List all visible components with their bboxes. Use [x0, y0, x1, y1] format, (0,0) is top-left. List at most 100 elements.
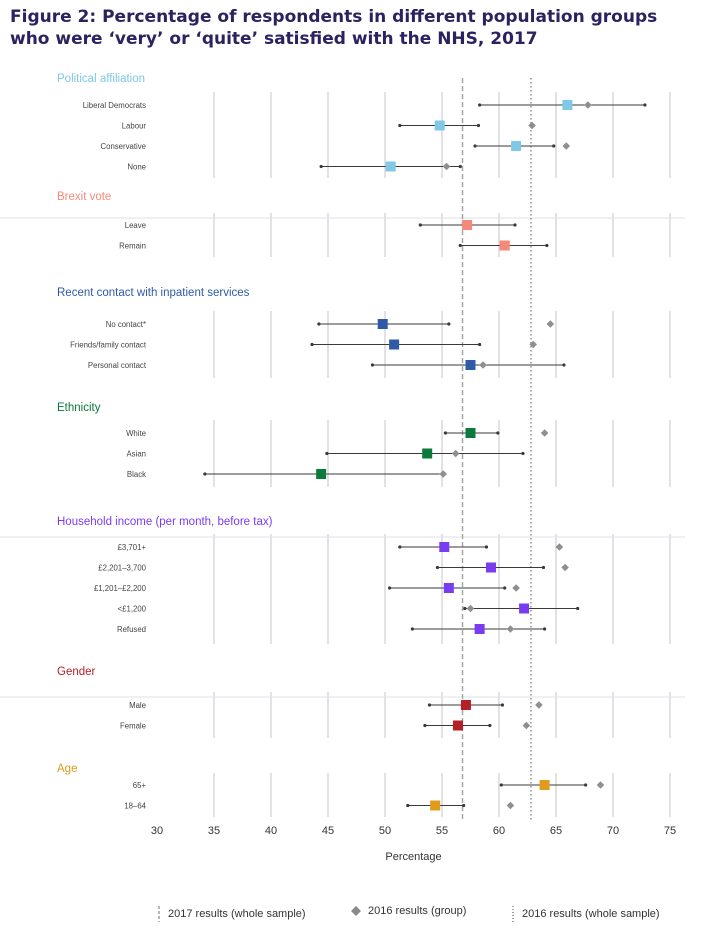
ci-end-high: [476, 123, 481, 128]
square-2017: [385, 161, 396, 172]
label-layer: Political affiliation Liberal Democrats La…: [57, 73, 676, 863]
ci-end-high: [496, 431, 500, 435]
square-2017: [465, 360, 476, 370]
ci-end-high: [584, 783, 588, 787]
ci-end-low: [325, 451, 329, 456]
ci-end-low: [427, 703, 432, 707]
row-label: Black: [127, 470, 146, 479]
group-header-gender: Gender: [57, 666, 96, 678]
row-label: None: [127, 163, 146, 172]
grid-layer: [0, 92, 685, 817]
ci-end-low: [398, 545, 402, 549]
ci-end-low: [398, 123, 402, 128]
square-2017: [452, 720, 463, 731]
square-2017: [434, 120, 445, 131]
square-2017: [439, 542, 450, 552]
square-2017: [499, 240, 510, 251]
diamond-2016: [506, 801, 515, 810]
row-label: Liberal Democrats: [83, 101, 146, 110]
row-label: Friends/family contact: [70, 341, 147, 350]
x-axis-label: Percentage: [385, 851, 441, 863]
group-header-ethnicity: Ethnicity: [57, 402, 101, 414]
diamond-2016: [439, 470, 447, 478]
ci-end-high: [545, 243, 549, 248]
diamond-2016: [466, 604, 475, 613]
ci-end-high: [458, 164, 462, 169]
square-2017: [460, 700, 471, 710]
group-header-household-income-per-month-before-tax: Household income (per month, before tax): [57, 516, 273, 528]
diamond-2016: [529, 340, 537, 349]
x-tick-label: 75: [664, 825, 676, 837]
square-2017: [389, 339, 400, 350]
square-2017: [422, 448, 433, 459]
ci-end-high: [462, 803, 466, 808]
diamond-2016: [528, 121, 536, 130]
group-header-political-affiliation: Political affiliation: [57, 73, 145, 85]
diamond-2016: [555, 543, 564, 551]
ci-end-low: [387, 586, 392, 590]
legend-item-2016-group: 2016 results (group): [350, 905, 466, 917]
row-label: £1,201–£2,200: [94, 584, 147, 593]
square-2017: [486, 562, 497, 573]
chart-title: Figure 2: Percentage of respondents in d…: [10, 7, 658, 49]
square-2017: [562, 100, 573, 110]
legend-label-2017-whole-sample: 2017 results (whole sample): [168, 908, 306, 920]
group-header-age: Age: [57, 763, 77, 775]
ci-end-low: [458, 243, 462, 248]
ci-end-high: [488, 723, 492, 728]
ci-end-high: [552, 144, 556, 148]
legend-label-2016-group: 2016 results (group): [368, 905, 467, 917]
diamond-2016: [540, 429, 549, 437]
square-2017: [443, 583, 454, 593]
ci-end-high: [447, 322, 451, 326]
legend-label-2016-whole-sample: 2016 results (whole sample): [522, 908, 660, 920]
diamond-icon: [351, 906, 361, 916]
ci-end-low: [406, 803, 410, 808]
row-label: Female: [120, 722, 146, 731]
ci-end-low: [443, 431, 448, 435]
ci-end-high: [500, 703, 505, 707]
row-label: 65+: [133, 781, 147, 790]
group-header-recent-contact-with-inpatient-services: Recent contact with inpatient services: [57, 287, 250, 299]
square-2017: [474, 624, 485, 634]
legend-item-2017-whole-sample: 2017 results (whole sample): [156, 905, 306, 923]
row-label: Male: [129, 701, 146, 710]
row-label: £3,701+: [118, 543, 147, 552]
dotted-line-icon: [512, 906, 514, 922]
group-header-brexit-vote: Brexit vote: [57, 191, 111, 203]
square-2017: [539, 780, 550, 790]
ci-end-high: [503, 586, 507, 590]
ci-end-low: [203, 472, 207, 476]
square-2017: [430, 800, 441, 811]
square-2017: [377, 319, 388, 329]
x-tick-label: 55: [436, 825, 448, 837]
legend-item-2016-whole-sample: 2016 results (whole sample): [510, 905, 660, 923]
diamond-2016: [442, 162, 451, 171]
row-label: Remain: [119, 242, 146, 251]
ci-end-high: [521, 451, 525, 456]
legend: 2017 results (whole sample) 2016 results…: [0, 905, 703, 925]
square-2017: [465, 428, 476, 438]
row-label: No contact*: [106, 320, 146, 329]
ci-end-low: [435, 565, 440, 570]
ci-end-low: [370, 363, 375, 367]
ci-end-high: [562, 363, 566, 367]
diamond-2016: [506, 625, 515, 633]
x-tick-label: 70: [607, 825, 619, 837]
square-2017: [519, 603, 530, 614]
row-label: <£1,200: [118, 605, 147, 614]
ci-end-low: [319, 164, 323, 169]
dot-range-chart: Political affiliation Liberal Democrats La…: [0, 73, 685, 863]
row-label: £2,201–3,700: [98, 564, 146, 573]
x-tick-label: 65: [550, 825, 562, 837]
diamond-2016: [522, 721, 531, 730]
diamond-2016: [562, 142, 571, 150]
ci-end-high: [513, 223, 517, 227]
x-tick-label: 45: [322, 825, 334, 837]
ci-end-low: [310, 342, 314, 347]
row-label: White: [126, 429, 146, 438]
x-tick-label: 40: [265, 825, 277, 837]
reference-lines-layer: [461, 78, 532, 820]
row-label: Leave: [125, 221, 146, 230]
ci-end-low: [463, 606, 467, 611]
